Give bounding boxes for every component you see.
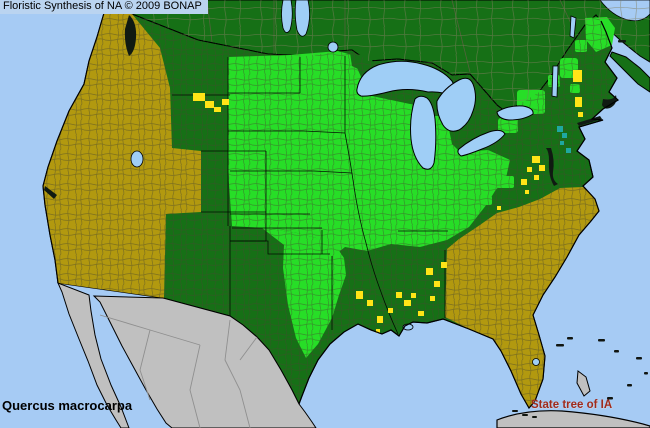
great-lakes — [356, 60, 534, 170]
atlantic-gulf-coastline — [298, 20, 620, 410]
mexico-region — [92, 295, 317, 428]
caribbean-islands — [496, 337, 650, 428]
coastal-water-details — [44, 15, 626, 199]
pacific-coastline — [42, 12, 105, 284]
nova-scotia — [609, 51, 650, 93]
state-borders — [172, 56, 448, 335]
map-title: Floristic Synthesis of NA © 2009 BONAP — [0, 0, 208, 14]
state-tree-note: State tree of IA — [531, 399, 613, 411]
other-lakes — [130, 0, 577, 366]
rare-county-markers — [193, 70, 583, 333]
species-name-label: Quercus macrocarpa — [2, 398, 133, 413]
teal-county-markers — [557, 126, 571, 153]
baja-california — [57, 282, 130, 428]
